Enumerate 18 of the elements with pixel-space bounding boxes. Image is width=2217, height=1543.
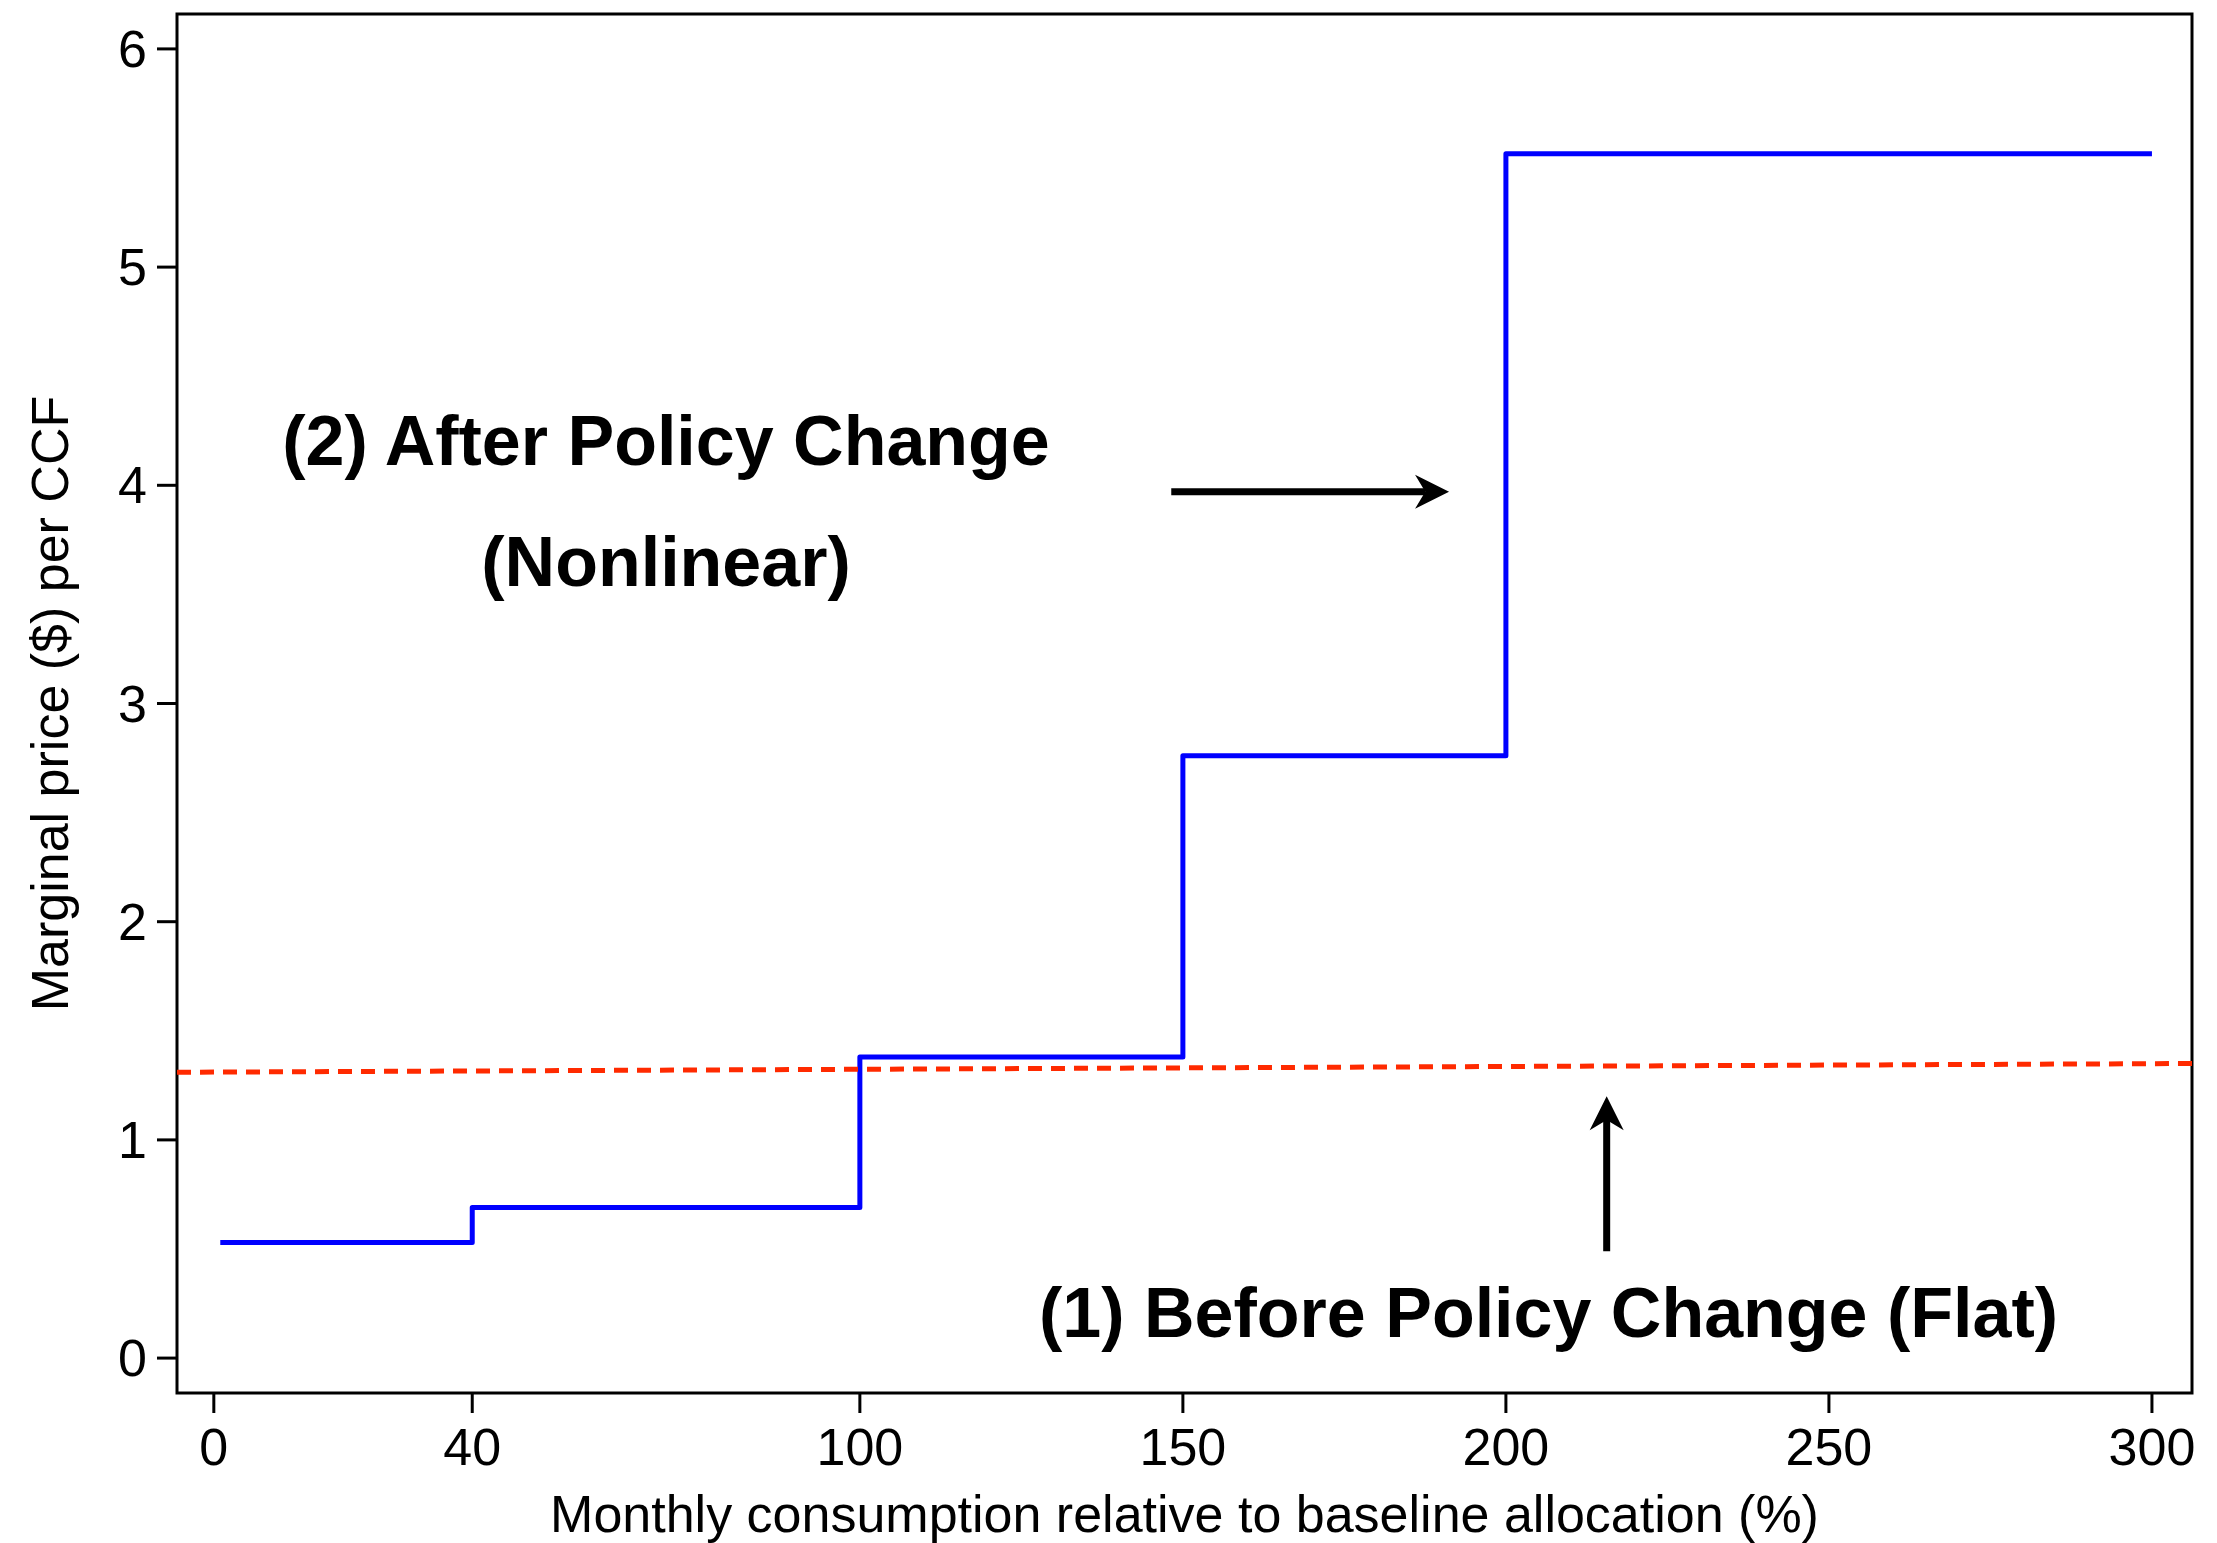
x-tick-label: 100 xyxy=(816,1418,904,1476)
y-tick-label: 1 xyxy=(118,1110,147,1169)
y-tick-label: 5 xyxy=(118,238,147,297)
x-axis-title: Monthly consumption relative to baseline allocation (%) xyxy=(550,1485,1819,1543)
y-tick-label: 4 xyxy=(118,456,147,515)
y-axis-title: Marginal price ($) per CCF xyxy=(21,395,79,1012)
x-tick-label: 40 xyxy=(443,1418,502,1476)
x-tick-label: 300 xyxy=(2108,1418,2196,1476)
x-tick-label: 0 xyxy=(199,1418,229,1476)
y-tick-label: 0 xyxy=(118,1329,147,1388)
y-tick-label: 6 xyxy=(118,19,147,78)
y-tick-label: 3 xyxy=(118,674,147,733)
x-tick-label: 150 xyxy=(1139,1418,1227,1476)
x-tick-label: 250 xyxy=(1785,1418,1873,1476)
x-tick-label: 200 xyxy=(1462,1418,1550,1476)
annotation: (1) Before Policy Change (Flat) xyxy=(1039,1274,2059,1353)
y-tick-label: 2 xyxy=(118,892,147,951)
annotation: (2) After Policy Change (Nonlinear) xyxy=(282,402,1050,602)
